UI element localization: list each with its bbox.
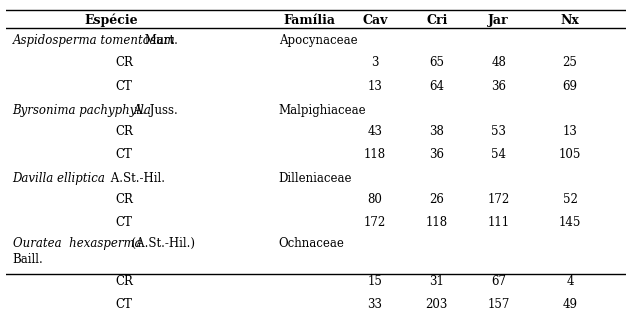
Text: CR: CR xyxy=(115,193,133,206)
Text: Apocynaceae: Apocynaceae xyxy=(279,34,358,47)
Text: 36: 36 xyxy=(491,80,506,93)
Text: Aspidosperma tomentosum Mart.: Aspidosperma tomentosum Mart. xyxy=(13,34,212,47)
Text: Mart.: Mart. xyxy=(141,34,178,47)
Text: 33: 33 xyxy=(367,298,382,311)
Text: 80: 80 xyxy=(367,193,382,206)
Text: Byrsonima pachyphylla: Byrsonima pachyphylla xyxy=(13,104,152,117)
Text: Davilla elliptica: Davilla elliptica xyxy=(13,172,106,185)
Text: 111: 111 xyxy=(488,216,510,229)
Text: Dilleniaceae: Dilleniaceae xyxy=(279,172,352,185)
Text: 43: 43 xyxy=(367,126,382,139)
Text: 172: 172 xyxy=(363,216,386,229)
Text: Ouratea  hexasperma: Ouratea hexasperma xyxy=(13,237,141,250)
Text: CT: CT xyxy=(116,148,133,161)
Text: 15: 15 xyxy=(367,275,382,288)
Text: 53: 53 xyxy=(491,126,506,139)
Text: 31: 31 xyxy=(429,275,444,288)
Text: Malpighiaceae: Malpighiaceae xyxy=(279,104,367,117)
Text: 13: 13 xyxy=(367,80,382,93)
Text: 48: 48 xyxy=(491,56,506,69)
Text: 203: 203 xyxy=(425,298,448,311)
Text: Aspidosperma tomentosum: Aspidosperma tomentosum xyxy=(13,34,175,47)
Text: A.St.-Hil.: A.St.-Hil. xyxy=(107,172,166,185)
Text: Espécie: Espécie xyxy=(85,14,138,27)
Text: 145: 145 xyxy=(559,216,581,229)
Text: 38: 38 xyxy=(429,126,444,139)
Text: 64: 64 xyxy=(429,80,444,93)
Text: Cri: Cri xyxy=(426,14,447,27)
Text: 52: 52 xyxy=(562,193,578,206)
Text: 54: 54 xyxy=(491,148,506,161)
Text: (A.St.-Hil.): (A.St.-Hil.) xyxy=(125,237,195,250)
Text: 65: 65 xyxy=(429,56,444,69)
Text: 25: 25 xyxy=(562,56,578,69)
Text: CR: CR xyxy=(115,275,133,288)
Text: 118: 118 xyxy=(364,148,386,161)
Text: 69: 69 xyxy=(562,80,578,93)
Text: CT: CT xyxy=(116,298,133,311)
Text: A. Juss.: A. Juss. xyxy=(130,104,178,117)
Text: Baill.: Baill. xyxy=(13,253,43,266)
Text: Cav: Cav xyxy=(362,14,387,27)
Text: CR: CR xyxy=(115,56,133,69)
Text: CT: CT xyxy=(116,80,133,93)
Text: Nx: Nx xyxy=(561,14,580,27)
Text: 26: 26 xyxy=(429,193,444,206)
Text: 172: 172 xyxy=(487,193,510,206)
Text: 105: 105 xyxy=(559,148,581,161)
Text: CR: CR xyxy=(115,126,133,139)
Text: 118: 118 xyxy=(426,216,448,229)
Text: 3: 3 xyxy=(371,56,379,69)
Text: 49: 49 xyxy=(562,298,578,311)
Text: Ochnaceae: Ochnaceae xyxy=(279,237,344,250)
Text: Jar: Jar xyxy=(489,14,509,27)
Text: Família: Família xyxy=(284,14,336,27)
Text: CT: CT xyxy=(116,216,133,229)
Text: 67: 67 xyxy=(491,275,506,288)
Text: 13: 13 xyxy=(562,126,578,139)
Text: 157: 157 xyxy=(487,298,510,311)
Text: 36: 36 xyxy=(429,148,444,161)
Text: 4: 4 xyxy=(566,275,574,288)
